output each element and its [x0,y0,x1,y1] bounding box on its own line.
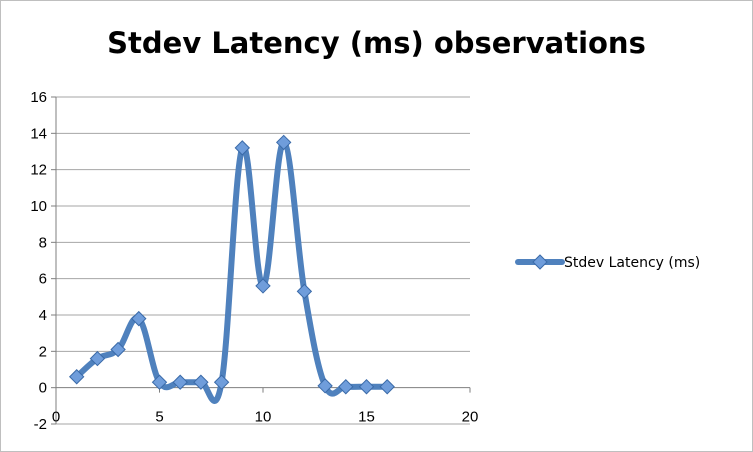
x-tick-label-5: 5 [155,409,163,426]
y-tick-label-16: 16 [30,89,47,106]
data-point-1 [68,369,85,385]
y-tick-label--2: -2 [34,416,47,433]
data-point-6 [172,374,188,390]
data-point-15 [358,379,375,395]
data-point-2 [89,350,106,367]
axes [51,96,471,425]
chart-title: Stdev Latency (ms) observations [107,26,646,60]
x-tick-label-0: 0 [52,409,60,426]
legend-label-0: Stdev Latency (ms) [564,255,700,271]
y-tick-label-4: 4 [39,307,47,324]
x-tick-label-15: 15 [358,409,375,426]
y-tick-label-0: 0 [39,380,47,397]
data-point-8 [213,374,230,390]
y-tick-label-14: 14 [30,125,47,142]
data-point-13 [317,378,333,394]
data-point-7 [193,374,209,390]
gridlines [56,96,470,425]
y-tick-label-12: 12 [30,162,47,179]
y-tick-label-8: 8 [39,234,47,251]
x-tick-label-20: 20 [462,409,479,426]
y-tick-label-6: 6 [39,271,47,288]
data-point-9 [234,140,251,156]
series-line-0 [73,139,391,404]
data-point-12 [296,283,313,300]
legend-marker-0 [532,254,548,270]
data-point-5 [151,374,168,390]
series-group [68,134,395,404]
data-point-11 [275,134,292,151]
legend: Stdev Latency (ms) [515,254,700,271]
data-point-3 [110,341,126,358]
data-point-10 [255,278,271,294]
y-tick-label-2: 2 [39,343,47,360]
x-tick-label-10: 10 [255,409,272,426]
y-tick-labels: -2 0 2 4 6 8 10 12 14 16 [30,89,47,433]
data-point-4 [131,310,147,327]
data-point-16 [379,379,395,395]
y-tick-label-10: 10 [30,198,47,215]
x-tick-labels: 0 5 10 15 20 [52,409,479,426]
data-point-14 [338,379,354,395]
